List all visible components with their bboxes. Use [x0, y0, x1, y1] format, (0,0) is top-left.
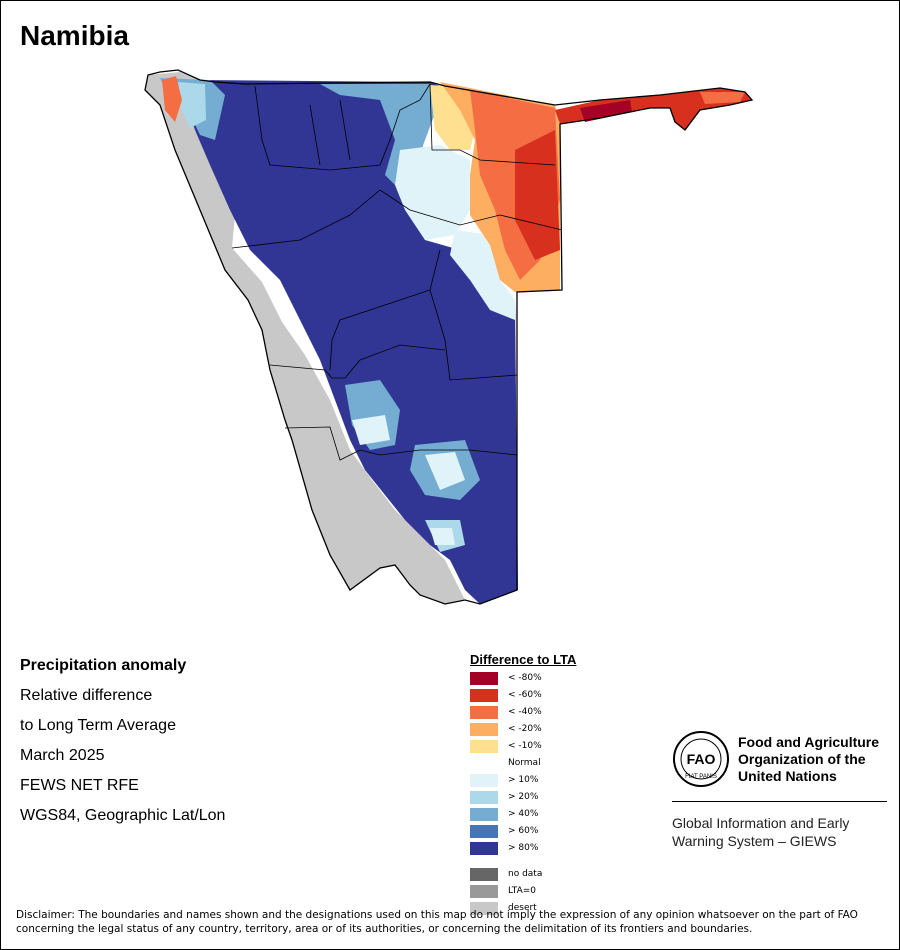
- legend-items: < -80% < -60% < -40% < -20% < -10% Normal > 10…: [470, 671, 576, 858]
- legend-item-row: > 80%: [470, 841, 576, 858]
- legend-item-row: > 20%: [470, 790, 576, 807]
- map-info-block: Precipitation anomaly Relative differenc…: [20, 655, 225, 835]
- info-precipitation-anomaly: Precipitation anomaly: [20, 657, 187, 674]
- legend-item-row: > 10%: [470, 773, 576, 790]
- legend-item-swatch: [470, 825, 498, 838]
- anomaly-zone-normal-e: [450, 230, 515, 320]
- fao-name-line2: Organization of the: [738, 751, 866, 767]
- legend-item-label: < -40%: [508, 707, 542, 717]
- legend-item-label: > 20%: [508, 792, 539, 802]
- anomaly-zone-minus-40-caprivi: [700, 92, 745, 104]
- legend-item-swatch: [470, 706, 498, 719]
- info-period: March 2025: [20, 747, 105, 764]
- legend-item-label: < -20%: [508, 724, 542, 734]
- legend-item-label: < -10%: [508, 741, 542, 751]
- anomaly-zone-minus-80-caprivi: [580, 100, 632, 122]
- anomaly-zone-10-20-nw: [178, 82, 206, 128]
- legend-item-swatch: [470, 723, 498, 736]
- legend-item-swatch: [470, 791, 498, 804]
- anomaly-zone-normal-n: [395, 145, 470, 240]
- legend-item-label: < -60%: [508, 690, 542, 700]
- info-projection: WGS84, Geographic Lat/Lon: [20, 807, 226, 824]
- legend-extra-label: LTA=0: [508, 886, 536, 896]
- legend-extra-row: desert: [470, 901, 576, 918]
- fao-logo-motto: FIAT PANIS: [685, 774, 717, 780]
- anomaly-zone-minus-40-nw: [162, 76, 182, 122]
- info-relative-difference: Relative difference: [20, 687, 153, 704]
- legend-extra-label: no data: [508, 869, 543, 879]
- legend-item-swatch: [470, 672, 498, 685]
- legend: Difference to LTA < -80% < -60% < -40% < -2…: [470, 652, 576, 918]
- legend-item-label: < -80%: [508, 673, 542, 683]
- map-title: Namibia: [20, 20, 129, 51]
- legend-extra-row: LTA=0: [470, 884, 576, 901]
- anomaly-zone-normal-s1: [352, 415, 390, 445]
- legend-item-row: < -40%: [470, 705, 576, 722]
- legend-extra-items: no data LTA=0 desert: [470, 867, 576, 918]
- fao-name: Food and Agriculture Organization of the…: [738, 734, 900, 785]
- legend-item-swatch: [470, 757, 498, 770]
- desert-coastal-zone: [145, 72, 465, 604]
- fao-divider: [672, 801, 887, 802]
- legend-item-row: < -10%: [470, 739, 576, 756]
- country-border: [144, 69, 754, 605]
- legend-item-row: < -20%: [470, 722, 576, 739]
- legend-item-label: > 80%: [508, 843, 539, 853]
- giews-label: Global Information and Early Warning Sys…: [672, 814, 900, 850]
- legend-item-row: < -60%: [470, 688, 576, 705]
- legend-item-swatch: [470, 842, 498, 855]
- legend-item-swatch: [470, 740, 498, 753]
- legend-extra-swatch: [470, 902, 498, 915]
- legend-item-label: > 60%: [508, 826, 539, 836]
- legend-extra-row: no data: [470, 867, 576, 884]
- legend-extra-swatch: [470, 885, 498, 898]
- fao-name-line3: United Nations: [738, 768, 837, 784]
- legend-extra-swatch: [470, 868, 498, 881]
- legend-item-row: > 40%: [470, 807, 576, 824]
- fao-logo-letters: FAO: [687, 751, 716, 767]
- legend-item-label: Normal: [508, 758, 541, 768]
- legend-item-swatch: [470, 808, 498, 821]
- giews-line2: Warning System – GIEWS: [672, 833, 837, 849]
- legend-item-row: < -80%: [470, 671, 576, 688]
- legend-item-label: > 10%: [508, 775, 539, 785]
- legend-item-label: > 40%: [508, 809, 539, 819]
- legend-item-row: > 60%: [470, 824, 576, 841]
- anomaly-zone-normal-s2: [425, 452, 465, 490]
- legend-item-swatch: [470, 689, 498, 702]
- region-borders: [231, 83, 563, 461]
- fao-logo: FAO FIAT PANIS: [673, 731, 729, 787]
- legend-item-swatch: [470, 774, 498, 787]
- legend-item-row: Normal: [470, 756, 576, 773]
- anomaly-zone-minus-60-e: [515, 130, 560, 260]
- legend-title: Difference to LTA: [470, 652, 577, 667]
- info-long-term-average: to Long Term Average: [20, 717, 176, 734]
- giews-line1: Global Information and Early: [672, 815, 850, 831]
- legend-extra-label: desert: [508, 903, 537, 913]
- disclaimer: Disclaimer: The boundaries and names sho…: [16, 909, 858, 935]
- info-source: FEWS NET RFE: [20, 777, 139, 794]
- anomaly-zone-normal-s3: [430, 528, 455, 545]
- fao-name-line1: Food and Agriculture: [738, 734, 880, 750]
